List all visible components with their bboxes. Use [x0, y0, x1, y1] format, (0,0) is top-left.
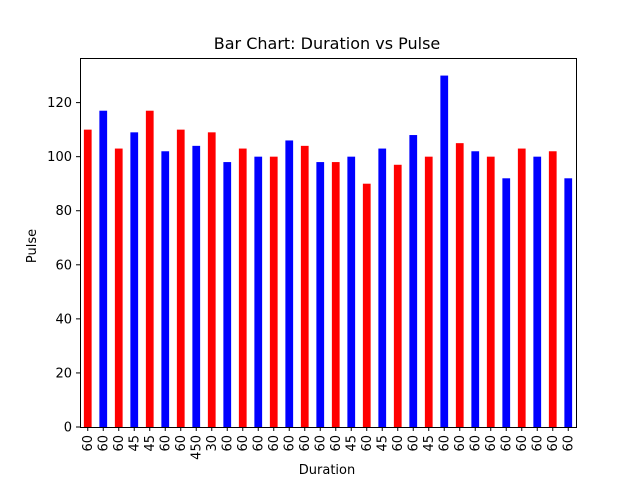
x-tick-label: 450 [189, 435, 204, 460]
y-axis: 0 20 40 60 80 100 120 [47, 96, 80, 436]
bar [362, 183, 371, 427]
y-tick-label: 60 [55, 258, 72, 273]
bar [130, 132, 139, 428]
x-tick-label: 60 [298, 435, 313, 452]
bar [455, 143, 464, 427]
bar [114, 148, 123, 428]
bars-group [83, 75, 573, 428]
x-tick-label: 60 [251, 435, 266, 452]
bar [223, 162, 232, 428]
bar [409, 135, 418, 428]
y-tick-label: 120 [47, 96, 72, 111]
bar [300, 145, 309, 427]
chart-title: Bar Chart: Duration vs Pulse [214, 34, 441, 53]
x-tick-label: 60 [112, 435, 127, 452]
bar [207, 132, 216, 428]
x-tick-label: 60 [267, 435, 282, 452]
bar [316, 162, 325, 428]
x-tick-label: 60 [453, 435, 468, 452]
x-tick-label: 45 [422, 435, 437, 452]
x-tick-label: 60 [406, 435, 421, 452]
x-tick-label: 60 [437, 435, 452, 452]
bar [393, 164, 402, 427]
x-tick-label: 60 [174, 435, 189, 452]
bar [192, 145, 201, 427]
bar [440, 75, 449, 428]
x-tick-label: 60 [81, 435, 96, 452]
y-tick-label: 20 [55, 366, 72, 381]
bar [564, 178, 573, 427]
x-tick-label: 60 [220, 435, 235, 452]
x-axis: 60 60 60 45 45 60 60 450 30 60 60 60 60 60 60 60 60 45 60 4… [81, 427, 576, 460]
x-tick-label: 60 [360, 435, 375, 452]
x-tick-label: 60 [96, 435, 111, 452]
bar [254, 156, 263, 427]
x-tick-label: 60 [158, 435, 173, 452]
y-axis-label: Pulse [25, 229, 40, 263]
x-axis-label: Duration [299, 463, 355, 478]
bar [331, 162, 340, 428]
y-tick-label: 40 [55, 312, 72, 327]
bar [285, 140, 294, 427]
bar [83, 129, 92, 427]
bar [145, 110, 154, 427]
x-tick-label: 60 [515, 435, 530, 452]
x-tick-label: 60 [468, 435, 483, 452]
x-tick-label: 45 [344, 435, 359, 452]
bar [238, 148, 247, 428]
x-tick-label: 45 [127, 435, 142, 452]
x-tick-label: 45 [143, 435, 158, 452]
bar [486, 156, 495, 427]
bar [548, 151, 557, 427]
x-tick-label: 60 [546, 435, 561, 452]
plot-frame [80, 58, 577, 428]
bar [533, 156, 542, 427]
x-tick-label: 60 [530, 435, 545, 452]
x-tick-label: 60 [313, 435, 328, 452]
bar [517, 148, 526, 428]
x-tick-label: 60 [236, 435, 251, 452]
bar [161, 151, 170, 427]
x-tick-label: 60 [282, 435, 297, 452]
y-tick-label: 80 [55, 204, 72, 219]
bar [99, 110, 108, 427]
x-tick-label: 30 [205, 435, 220, 452]
bar [347, 156, 356, 427]
bar [176, 129, 185, 427]
bar [424, 156, 433, 427]
y-tick-label: 100 [47, 150, 72, 165]
x-tick-label: 60 [484, 435, 499, 452]
bar [471, 151, 480, 427]
x-tick-label: 45 [375, 435, 390, 452]
x-tick-label: 60 [391, 435, 406, 452]
bar [269, 156, 278, 427]
bar [378, 148, 387, 428]
x-tick-label: 60 [499, 435, 514, 452]
bar [502, 178, 511, 427]
y-tick-label: 0 [64, 421, 72, 436]
x-tick-label: 60 [561, 435, 576, 452]
x-tick-label: 60 [329, 435, 344, 452]
